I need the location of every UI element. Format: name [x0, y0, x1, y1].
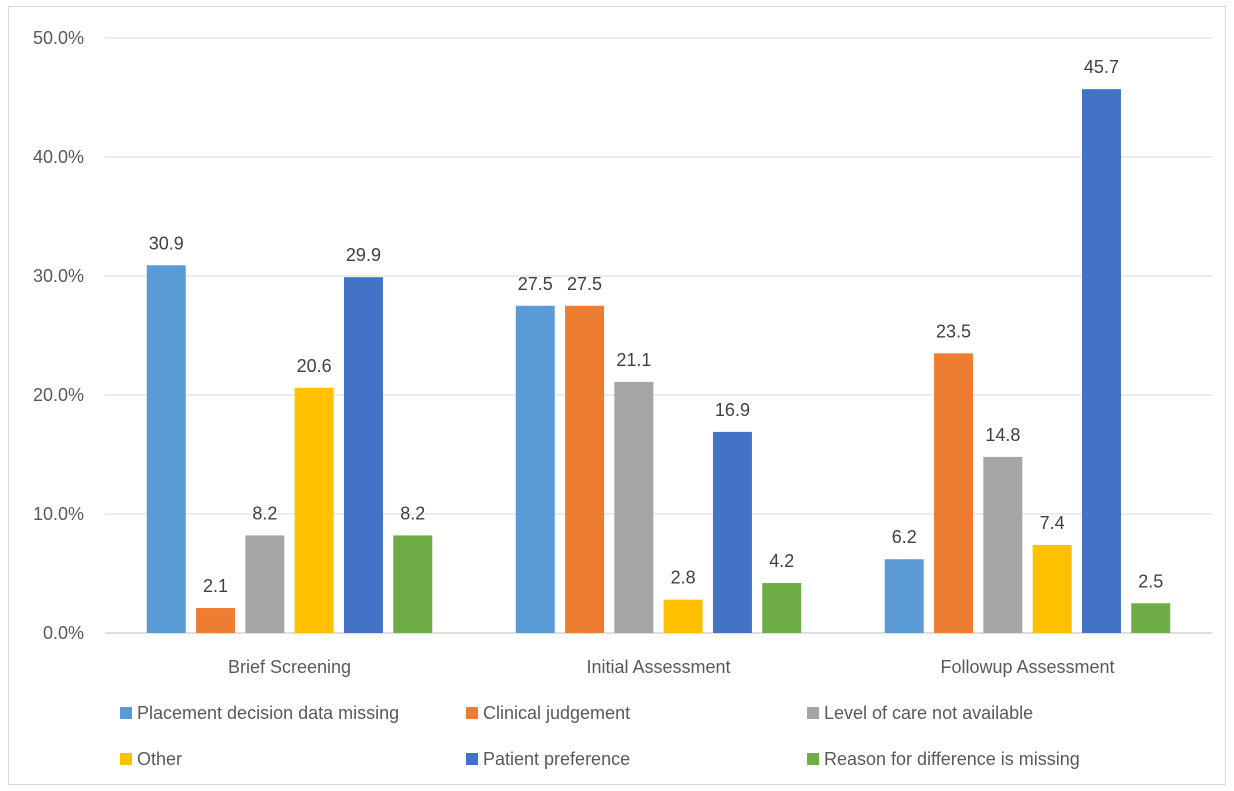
- bar: [663, 599, 703, 633]
- data-label: 8.2: [252, 503, 277, 523]
- bar: [196, 608, 236, 633]
- bar: [762, 583, 802, 633]
- bar: [884, 559, 924, 633]
- y-tick-label: 50.0%: [33, 28, 84, 48]
- y-tick-label: 0.0%: [43, 623, 84, 643]
- data-label: 30.9: [149, 233, 184, 253]
- legend-item: Clinical judgement: [466, 703, 630, 723]
- data-label: 8.2: [400, 503, 425, 523]
- legend-item: Reason for difference is missing: [807, 749, 1080, 769]
- x-category-label: Brief Screening: [228, 657, 351, 677]
- data-label: 6.2: [892, 527, 917, 547]
- y-axis-tick-labels: 0.0% 10.0% 20.0% 30.0% 40.0% 50.0%: [33, 28, 84, 643]
- legend-swatch: [807, 753, 819, 765]
- data-label: 2.8: [671, 568, 696, 588]
- x-category-label: Initial Assessment: [586, 657, 730, 677]
- legend-label: Patient preference: [483, 749, 630, 769]
- legend: Placement decision data missing Clinical …: [120, 703, 1080, 769]
- legend-swatch: [807, 707, 819, 719]
- bar: [934, 353, 974, 633]
- bar: [1032, 544, 1072, 633]
- legend-item: Placement decision data missing: [120, 703, 399, 723]
- bar: [393, 535, 433, 633]
- data-label: 4.2: [769, 551, 794, 571]
- bar: [1081, 89, 1121, 634]
- data-label: 27.5: [518, 274, 553, 294]
- bar: [245, 535, 285, 633]
- bar: [565, 305, 605, 633]
- bar: [614, 381, 654, 633]
- legend-label: Placement decision data missing: [137, 703, 399, 723]
- y-tick-label: 30.0%: [33, 266, 84, 286]
- x-axis-category-labels: Brief Screening Initial Assessment Followu…: [228, 657, 1115, 677]
- bar: [146, 265, 186, 633]
- bar: [343, 277, 383, 633]
- bar: [515, 305, 555, 633]
- data-label: 23.5: [936, 321, 971, 341]
- data-label: 27.5: [567, 274, 602, 294]
- legend-label: Level of care not available: [824, 703, 1033, 723]
- y-tick-label: 40.0%: [33, 147, 84, 167]
- legend-label: Reason for difference is missing: [824, 749, 1080, 769]
- bar: [294, 387, 334, 633]
- legend-item: Patient preference: [466, 749, 630, 769]
- data-label: 7.4: [1040, 513, 1065, 533]
- legend-label: Clinical judgement: [483, 703, 630, 723]
- bar: [1131, 603, 1171, 633]
- data-labels: 30.9 2.1 8.2 20.6 29.9 8.2 27.5 27.5 21.1 2.8 16.9…: [149, 57, 1164, 596]
- legend-item: Other: [120, 749, 182, 769]
- gridlines: [105, 37, 1212, 634]
- bars: [146, 89, 1171, 634]
- data-label: 20.6: [297, 356, 332, 376]
- data-label: 14.8: [985, 425, 1020, 445]
- data-label: 21.1: [616, 350, 651, 370]
- y-tick-label: 10.0%: [33, 504, 84, 524]
- data-label: 16.9: [715, 400, 750, 420]
- legend-swatch: [466, 753, 478, 765]
- data-label: 2.1: [203, 576, 228, 596]
- x-category-label: Followup Assessment: [940, 657, 1114, 677]
- data-label: 29.9: [346, 245, 381, 265]
- legend-item: Level of care not available: [807, 703, 1033, 723]
- data-label: 2.5: [1138, 571, 1163, 591]
- y-tick-label: 20.0%: [33, 385, 84, 405]
- legend-swatch: [466, 707, 478, 719]
- legend-swatch: [120, 707, 132, 719]
- legend-swatch: [120, 753, 132, 765]
- bar: [712, 431, 752, 633]
- data-label: 45.7: [1084, 57, 1119, 77]
- bar: [983, 456, 1023, 633]
- legend-label: Other: [137, 749, 182, 769]
